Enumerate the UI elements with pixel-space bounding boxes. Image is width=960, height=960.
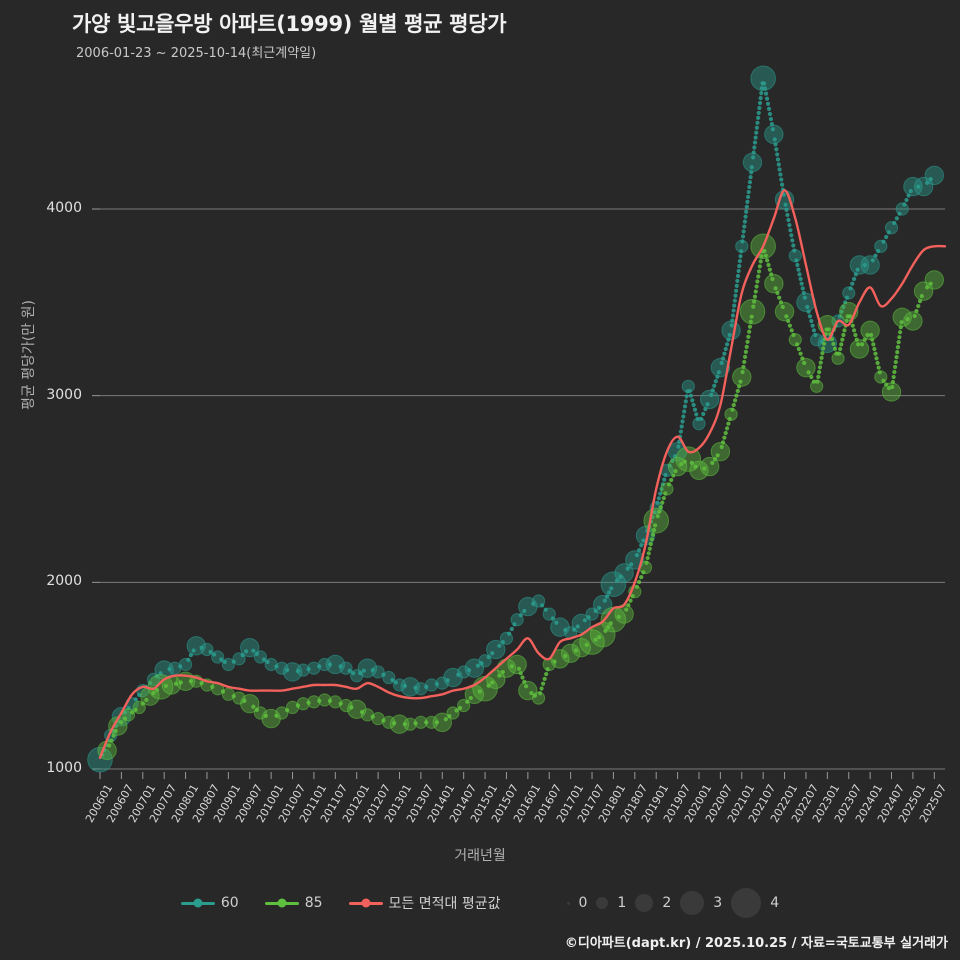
y-tick-label: 4000: [46, 200, 82, 216]
page-subtitle: 2006-01-23 ~ 2025-10-14(최근계약일): [76, 46, 317, 61]
chart-plot-area: [87, 65, 947, 779]
legend-label: 모든 면적대 평균값: [388, 896, 501, 912]
y-axis-label: 평균 평당가(만 원): [21, 300, 37, 410]
legend-item[interactable]: 60: [180, 895, 239, 911]
legend-size-label: 2: [662, 895, 672, 911]
legend-size-label: 4: [770, 895, 780, 911]
page-title: 가양 빛고을우방 아파트(1999) 월별 평균 평당가: [72, 12, 507, 36]
legend-series-group: 60 85 모든 면적대 평균값: [180, 893, 501, 913]
legend-size-label: 3: [713, 895, 723, 911]
y-tick-label: 3000: [46, 386, 82, 403]
legend-item[interactable]: 모든 면적대 평균값: [348, 893, 501, 913]
legend-size-label: 1: [617, 895, 627, 911]
legend-size-bubble: [680, 891, 705, 915]
legend-size-bubble: [731, 888, 762, 918]
legend-size-group: 0 1 2 3 4: [566, 888, 780, 918]
legend-label: 60: [220, 895, 239, 911]
legend-swatch-icon: [180, 901, 215, 905]
legend-size-bubble: [566, 901, 570, 905]
chart-legend: 60 85 모든 면적대 평균값 0 1 2 3 4: [0, 888, 960, 918]
legend-item[interactable]: 85: [264, 895, 323, 911]
legend-swatch-icon: [348, 901, 383, 905]
legend-size-bubble: [596, 897, 609, 909]
legend-label: 85: [304, 895, 323, 911]
legend-size-bubble: [635, 894, 654, 912]
x-axis-label: 거래년월: [454, 848, 506, 864]
y-tick-label: 2000: [46, 573, 82, 590]
legend-swatch-icon: [264, 901, 299, 905]
y-tick-label: 1000: [46, 760, 82, 776]
legend-size-label: 0: [578, 895, 588, 911]
footer-credit: ©디아파트(dapt.kr) / 2025.10.25 / 자료=국토교통부 실…: [564, 936, 948, 951]
